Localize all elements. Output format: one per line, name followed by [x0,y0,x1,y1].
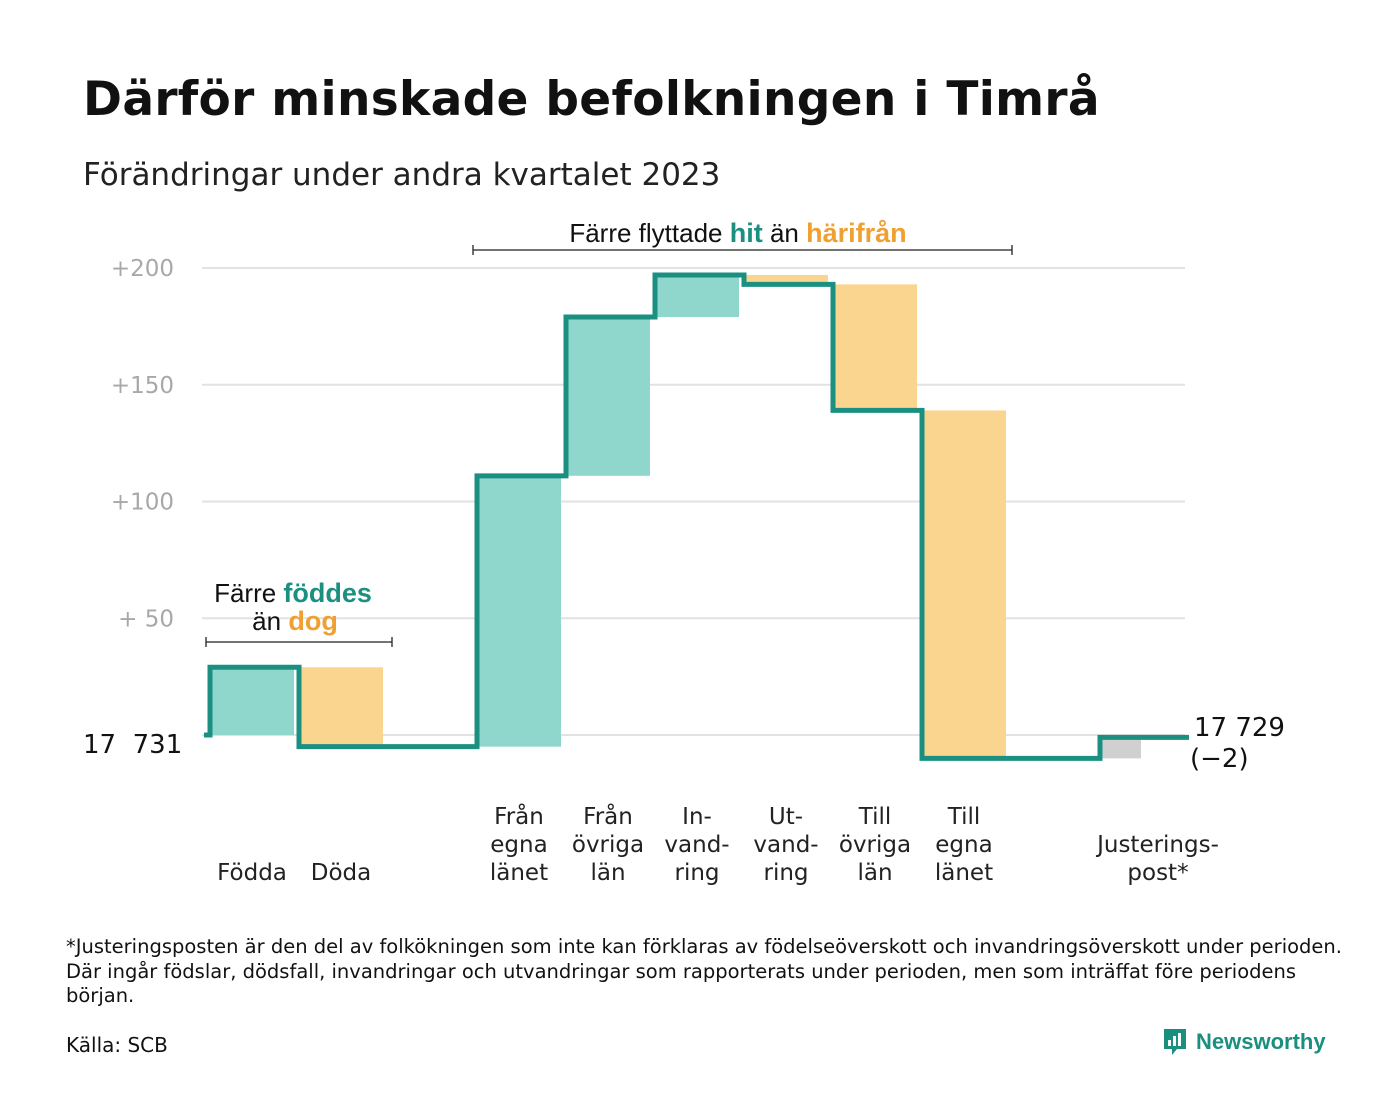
category-label: övriga [572,832,644,858]
migration-annotation-text: Färre flyttade hit än härifrån [569,218,906,248]
deaths-highlight: dog [288,606,337,636]
category-label: Till [947,804,981,830]
logo-text: Newsworthy [1196,1029,1326,1054]
migration-annotation: Färre flyttade hit än härifrån [472,218,1013,255]
category-label: Födda [217,860,287,886]
category-label: Ut- [769,804,803,830]
category-label: ring [763,860,808,886]
category-label: Från [583,802,633,830]
category-labels: Födda DödaFrånegnalänetFrånövrigalänIn-va… [217,802,1219,886]
category-label: egna [490,832,547,858]
y-tick-label: +150 [111,373,174,399]
category-label: vand- [664,832,729,858]
chart-subtitle: Förändringar under andra kvartalet 2023 [83,157,721,193]
y-tick-label: +100 [111,490,174,516]
y-tick-label: + 50 [118,606,174,632]
bar-decrease [922,410,1006,759]
y-tick-label: +200 [111,256,174,282]
births-annotation-bracket [205,637,393,647]
newsworthy-logo-icon [1164,1029,1186,1055]
births-annotation-line2: än dog [252,606,338,636]
category-label: Döda [311,860,371,886]
footnote: *Justeringsposten är den del av folkökni… [66,935,1342,1007]
end-value-label: 17 729 [1194,713,1285,743]
bar-decrease [299,667,383,747]
category-label: Till [858,804,892,830]
category-label: län [590,860,625,886]
bar-increase [477,475,561,747]
category-label: In- [682,804,712,830]
bar-decrease [744,275,828,285]
source-label: Källa: SCB [66,1033,168,1057]
end-change-label: (−2) [1190,744,1249,774]
cumulative-step-line [204,272,1189,761]
births-annotation: Färre föddes än dog [205,578,393,647]
category-label: egna [935,832,992,858]
bar-decrease [833,284,917,411]
category-label: övriga [839,832,911,858]
category-label: länet [490,860,548,886]
bar-increase [566,317,650,476]
births-highlight: föddes [283,578,372,608]
bar-increase [655,275,739,318]
bar-adjustment [1101,737,1141,759]
category-label: post* [1127,860,1188,886]
waterfall-chart: + 50+100+150+200 Födda DödaFrånegnalänetF… [83,218,1285,886]
start-value-label: 17 731 [83,730,182,760]
moved-out-highlight: härifrån [806,218,907,248]
newsworthy-logo[interactable]: Newsworthy [1162,1027,1326,1057]
category-label: länet [935,860,993,886]
category-label: vand- [753,832,818,858]
category-label: län [857,860,892,886]
category-label: ring [674,860,719,886]
category-label: Från [494,802,544,830]
births-annotation-line1: Färre föddes [214,578,372,608]
grid-lines [202,267,1185,736]
y-axis-ticks: + 50 +100 +150 +200 [111,256,174,632]
migration-annotation-bracket [472,245,1013,255]
bar-increase [210,667,294,735]
chart-title: Därför minskade befolkningen i Timrå [83,72,1100,127]
moved-in-highlight: hit [730,218,763,248]
bars [210,275,1141,759]
category-label: Justerings- [1095,832,1219,858]
